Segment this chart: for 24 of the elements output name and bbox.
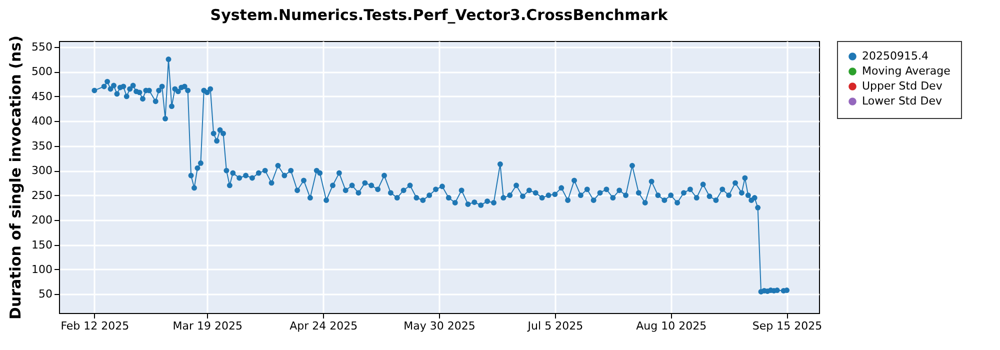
x-tick-label: Sep 15 2025 xyxy=(752,320,822,332)
legend-label: Moving Average xyxy=(862,64,951,78)
y-tick-label: 350 xyxy=(32,139,52,152)
y-tick-label: 100 xyxy=(32,262,52,276)
x-tick-label: Aug 10 2025 xyxy=(636,320,707,332)
x-tick-label: Apr 24 2025 xyxy=(290,320,358,332)
y-tick-label: 300 xyxy=(32,164,52,178)
y-tick-label: 50 xyxy=(38,288,52,301)
legend-label: Lower Std Dev xyxy=(862,94,942,108)
y-axis-title: Duration of single invocation (ns) xyxy=(6,36,25,320)
chart-title: System.Numerics.Tests.Perf_Vector3.CrossBenchmark xyxy=(210,6,669,24)
x-tick-label: Mar 19 2025 xyxy=(172,320,243,332)
x-tick-label: May 30 2025 xyxy=(404,320,476,332)
y-tick-label: 550 xyxy=(32,40,52,54)
y-tick-label: 200 xyxy=(32,214,52,227)
y-tick-label: 450 xyxy=(32,90,52,103)
y-tick-label: 150 xyxy=(32,238,52,252)
y-tick-label: 500 xyxy=(32,65,52,78)
x-tick-label: Jul 5 2025 xyxy=(526,320,584,332)
x-tick-label: Feb 12 2025 xyxy=(60,320,130,332)
legend-label: 20250915.4 xyxy=(862,50,928,62)
y-tick-label: 250 xyxy=(32,188,52,202)
y-tick-label: 400 xyxy=(32,114,52,128)
legend-label: Upper Std Dev xyxy=(862,80,943,92)
